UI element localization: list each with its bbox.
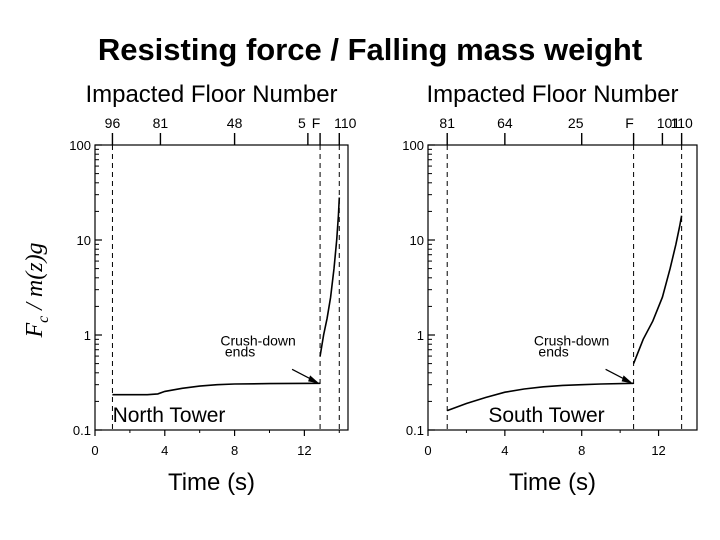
north-top-axis-title: Impacted Floor Number <box>85 81 337 108</box>
south-annotation-arrow-head <box>621 375 633 384</box>
south-annotation-line-1: Crush-down <box>534 332 609 348</box>
south-panel-label: South Tower <box>488 404 604 427</box>
north-plot-frame <box>94 144 349 431</box>
south-floor-label: 101 <box>657 115 681 131</box>
south-x-tick-label: 8 <box>578 443 585 458</box>
south-annotation-line-2: ends <box>538 343 568 359</box>
south-x-tick-label: 4 <box>501 443 508 458</box>
south-floor-label: 81 <box>439 115 455 131</box>
north-floor-label: 96 <box>105 115 121 131</box>
south-x-tick-label: 0 <box>424 443 431 458</box>
north-y-tick-label: 10 <box>77 233 91 248</box>
north-crush-up-curve <box>319 197 341 357</box>
south-y-tick-label: 100 <box>402 138 424 153</box>
north-panel-label: North Tower <box>113 404 226 427</box>
south-y-tick-label: 1 <box>417 328 424 343</box>
north-y-tick-label: 1 <box>84 328 91 343</box>
y-axis-label: Fc / m(z)g <box>22 242 52 338</box>
north-x-tick-label: 0 <box>91 443 98 458</box>
south-floor-label: 64 <box>497 115 513 131</box>
north-floor-label: 48 <box>227 115 243 131</box>
north-x-tick-label: 8 <box>231 443 238 458</box>
north-annotation-line-1: Crush-down <box>220 332 295 348</box>
north-annotation-line-2: ends <box>225 343 255 359</box>
south-plot-frame <box>427 144 698 431</box>
north-y-tick-label: 100 <box>69 138 91 153</box>
north-floor-label: 110 <box>334 115 357 131</box>
south-y-tick-label: 0.1 <box>406 423 424 438</box>
south-y-tick-label: 10 <box>410 233 424 248</box>
north-crush-down-curve <box>112 382 321 396</box>
north-floor-label: F <box>312 115 321 131</box>
south-floor-label: 25 <box>568 115 584 131</box>
north-y-tick-label: 0.1 <box>73 423 91 438</box>
south-x-tick-label: 12 <box>651 443 665 458</box>
south-floor-label: 110 <box>670 115 693 131</box>
figure-title: Resisting force / Falling mass weight <box>98 32 642 67</box>
north-annotation-arrow-head <box>308 375 320 384</box>
north-floor-label: 5 <box>298 115 306 131</box>
north-floor-label: 81 <box>153 115 169 131</box>
north-x-tick-label: 12 <box>297 443 311 458</box>
north-x-tick-label: 4 <box>161 443 168 458</box>
south-crush-down-curve <box>446 382 634 412</box>
south-floor-label: F <box>625 115 634 131</box>
south-top-axis-title: Impacted Floor Number <box>426 81 678 108</box>
north-x-axis-label: Time (s) <box>168 469 255 496</box>
south-x-axis-label: Time (s) <box>509 469 596 496</box>
south-crush-up-curve <box>632 215 683 364</box>
